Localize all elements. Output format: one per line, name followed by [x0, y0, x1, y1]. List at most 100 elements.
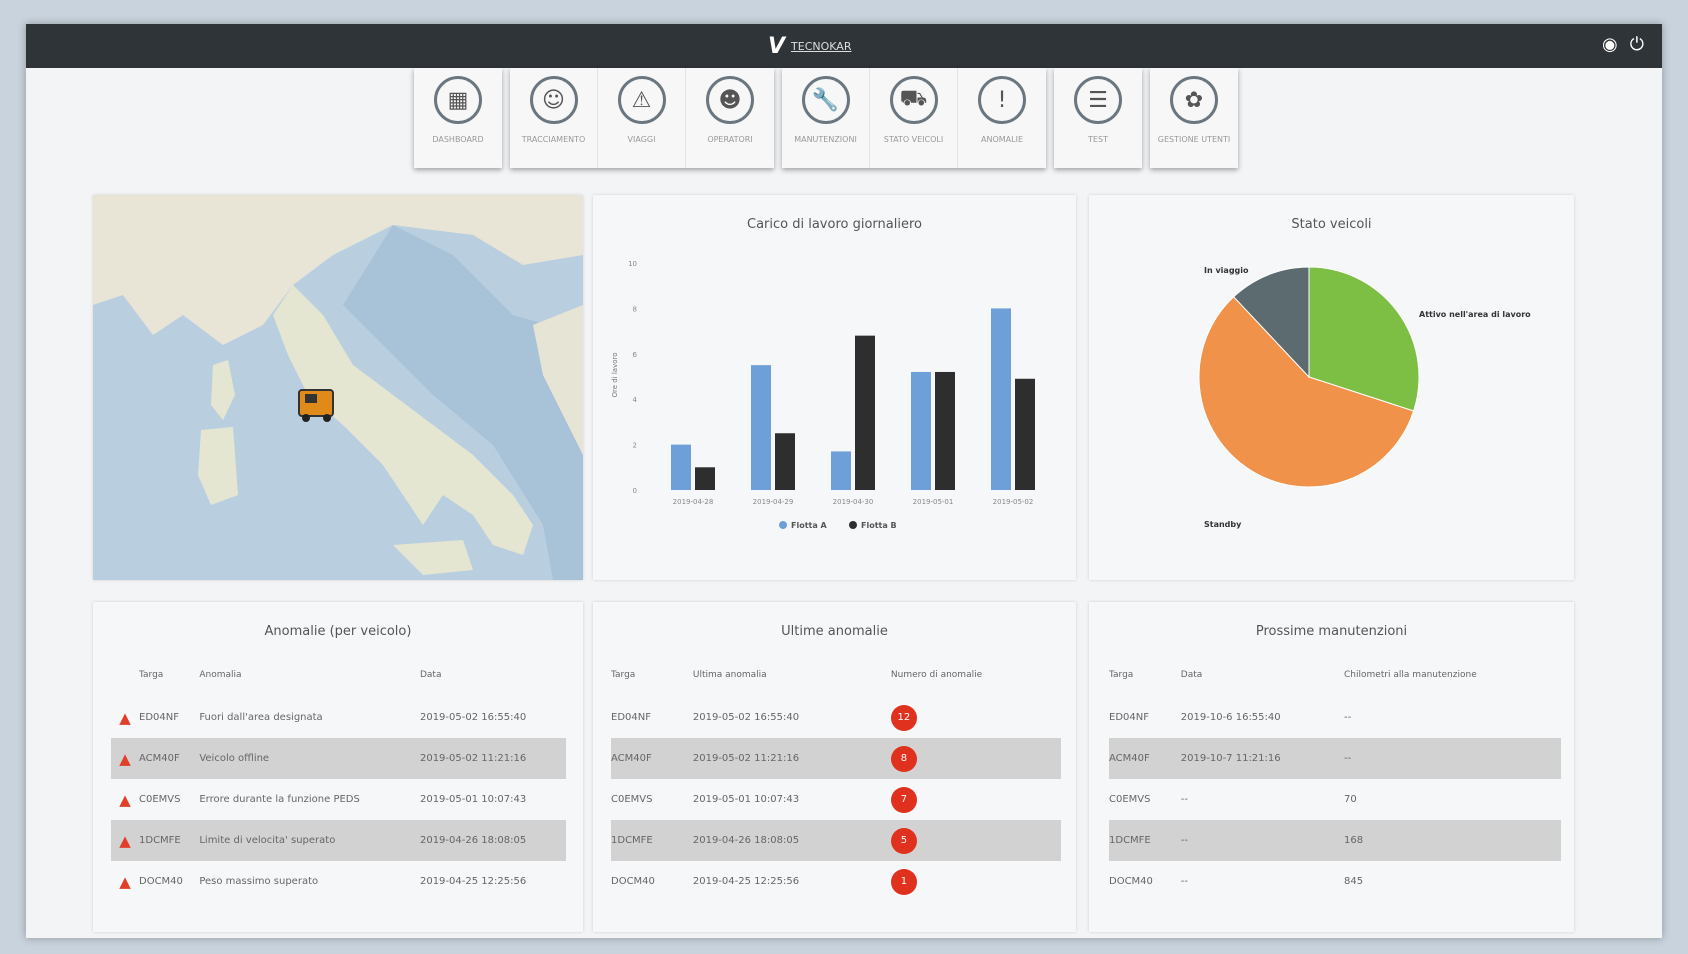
anomaly-count-badge[interactable]: 1 — [890, 868, 917, 895]
column-header[interactable]: Data — [1180, 670, 1203, 680]
table-row[interactable]: ED04NF 2019-10-6 16:55:40 -- — [1109, 697, 1561, 738]
column-header[interactable]: Targa — [139, 670, 164, 680]
bar-flotta-a[interactable] — [991, 308, 1011, 490]
nav-item-operatori[interactable]: ☻ Operatori — [686, 68, 774, 168]
gestione-utenti-icon: ✿ — [1170, 76, 1218, 124]
nav-item-gestione-utenti[interactable]: ✿ Gestione utenti — [1150, 68, 1238, 168]
map-panel[interactable] — [93, 195, 583, 580]
column-header[interactable]: Numero di anomalie — [890, 670, 983, 680]
bar-flotta-b[interactable] — [855, 335, 875, 490]
pie-label: In viaggio — [1204, 266, 1249, 275]
column-header[interactable]: Data — [419, 670, 442, 680]
warning-icon: ▲ — [119, 872, 131, 891]
ultime-title: Ultime anomalie — [781, 624, 888, 639]
table-cell: ACM40F — [1109, 738, 1181, 779]
bar-flotta-b[interactable] — [695, 467, 715, 490]
nav-item-viaggi[interactable]: ⚠ Viaggi — [598, 68, 686, 168]
bar-flotta-b[interactable] — [935, 371, 955, 490]
legend-label[interactable]: Flotta B — [861, 521, 897, 530]
table-row[interactable]: ▲ DOCM40 Peso massimo superato 2019-04-25 1… — [111, 861, 566, 902]
nav-label: Stato veicoli — [883, 135, 944, 144]
land-sicily — [393, 540, 473, 575]
operatori-icon: ☻ — [706, 76, 754, 124]
nav-label: Operatori — [707, 135, 753, 144]
nav-label: Manutenzioni — [794, 135, 857, 144]
brand-name: TECNOKAR — [791, 40, 852, 53]
table-cell: Veicolo offline — [199, 738, 420, 779]
table-cell: -- — [1344, 712, 1352, 723]
nav-item-dashboard[interactable]: ▦ Dashboard — [414, 68, 502, 168]
bar-flotta-a[interactable] — [911, 371, 931, 490]
table-cell: 2019-05-02 16:55:40 — [419, 712, 527, 723]
table-cell: C0EMVS — [139, 794, 181, 805]
table-row[interactable]: ▲ 1DCMFE Limite di velocita' superato 2019-… — [111, 820, 566, 861]
table-row[interactable]: C0EMVS 2019-05-01 10:07:43 7 — [611, 779, 1061, 820]
nav-group: ☺ Tracciamento ⚠ Viaggi ☻ Operatori — [510, 68, 774, 168]
warning-icon: ▲ — [119, 790, 131, 809]
table-row[interactable]: ▲ C0EMVS Errore durante la funzione PEDS 20… — [111, 779, 566, 820]
table-cell: 168 — [1344, 820, 1561, 861]
column-header[interactable]: Ultima anomalia — [692, 670, 767, 680]
nav-item-anomalie[interactable]: ! Anomalie — [958, 68, 1046, 168]
column-header[interactable]: Chilometri alla manutenzione — [1344, 670, 1477, 680]
y-tick-label: 0 — [633, 487, 637, 495]
bar-flotta-b[interactable] — [775, 433, 795, 490]
table-cell: ACM40F — [139, 738, 200, 779]
table-row[interactable]: C0EMVS -- 70 — [1109, 779, 1561, 820]
vehicle-marker-icon — [298, 389, 334, 422]
table-row[interactable]: 1DCMFE 2019-04-26 18:08:05 5 — [611, 820, 1061, 861]
manutenzioni-panel: Prossime manutenzioni Targa Data Chilometr… — [1089, 602, 1574, 932]
table-row[interactable]: DOCM40 -- 845 — [1109, 861, 1561, 902]
table-row[interactable]: DOCM40 2019-04-25 12:25:56 1 — [611, 861, 1061, 902]
y-tick-label: 4 — [633, 396, 638, 404]
bar-chart-title: Carico di lavoro giornaliero — [747, 217, 922, 232]
nav-item-tracciamento[interactable]: ☺ Tracciamento — [510, 68, 598, 168]
anomaly-count-badge[interactable]: 5 — [890, 827, 917, 854]
manutenzioni-title: Prossime manutenzioni — [1255, 624, 1408, 639]
map-italy[interactable] — [93, 195, 583, 580]
table-cell: 845 — [1344, 876, 1364, 887]
x-tick-label: 2019-05-02 — [993, 498, 1034, 506]
table-cell: ED04NF — [611, 712, 651, 723]
table-cell: 2019-10-6 16:55:40 — [1180, 712, 1281, 723]
table-row[interactable]: ACM40F 2019-05-02 11:21:16 8 — [611, 738, 1061, 779]
table-row[interactable]: ED04NF 2019-05-02 16:55:40 12 — [611, 697, 1061, 738]
table-row[interactable]: ▲ ED04NF Fuori dall'area designata 2019-05-… — [111, 697, 566, 738]
bar-flotta-a[interactable] — [751, 365, 771, 490]
power-icon[interactable]: ⏻ — [1629, 34, 1644, 55]
nav-label: Test — [1088, 135, 1108, 144]
pie-slice[interactable] — [1308, 266, 1420, 412]
anomaly-count-badge[interactable]: 7 — [890, 786, 917, 813]
table-cell: ED04NF — [139, 712, 179, 723]
nav-item-manutenzioni[interactable]: 🔧 Manutenzioni — [782, 68, 870, 168]
column-header[interactable]: Targa — [1109, 670, 1134, 680]
brand-logo[interactable]: V TECNOKAR — [768, 34, 851, 59]
table-row[interactable]: 1DCMFE -- 168 — [1109, 820, 1561, 861]
anomaly-count-badge[interactable]: 12 — [890, 704, 917, 731]
table-row[interactable]: ACM40F 2019-10-7 11:21:16 -- — [1109, 738, 1561, 779]
nav-item-stato-veicoli[interactable]: ⛟ Stato veicoli — [870, 68, 958, 168]
pie-slice[interactable] — [1198, 296, 1415, 488]
y-tick-label: 2 — [633, 442, 637, 450]
pie-chart-title: Stato veicoli — [1291, 217, 1372, 232]
table-cell: 2019-04-26 18:08:05 — [419, 820, 566, 861]
table-cell: C0EMVS — [1109, 794, 1151, 805]
table-cell: 2019-04-26 18:08:05 — [692, 820, 891, 861]
logo-mark: V — [768, 34, 786, 59]
test-icon: ☰ — [1074, 76, 1122, 124]
column-header[interactable]: Targa — [611, 670, 636, 680]
table-row[interactable]: ▲ ACM40F Veicolo offline 2019-05-02 11:21:1… — [111, 738, 566, 779]
column-header[interactable]: Anomalia — [199, 670, 242, 680]
bar-flotta-a[interactable] — [831, 451, 851, 490]
table-cell: Fuori dall'area designata — [199, 712, 323, 723]
user-icon[interactable]: ◉ — [1602, 34, 1618, 55]
table-cell: Limite di velocita' superato — [199, 820, 420, 861]
bar-flotta-b[interactable] — [1015, 378, 1035, 490]
table-cell: 2019-05-02 11:21:16 — [692, 738, 891, 779]
legend-label[interactable]: Flotta A — [791, 521, 828, 530]
x-tick-label: 2019-04-28 — [673, 498, 714, 506]
anomaly-count-badge[interactable]: 8 — [890, 745, 917, 772]
bar-flotta-a[interactable] — [671, 444, 691, 490]
nav-item-test[interactable]: ☰ Test — [1054, 68, 1142, 168]
pie-slice[interactable] — [1232, 266, 1310, 379]
